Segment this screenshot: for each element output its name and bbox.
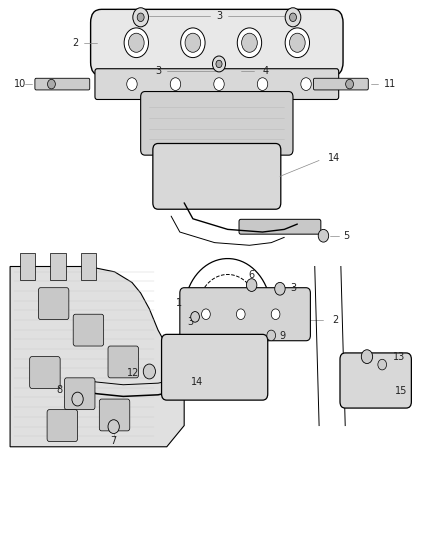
FancyBboxPatch shape xyxy=(91,10,343,76)
Circle shape xyxy=(318,229,328,242)
Circle shape xyxy=(237,28,261,58)
FancyBboxPatch shape xyxy=(141,92,293,155)
Circle shape xyxy=(47,79,55,89)
FancyBboxPatch shape xyxy=(47,410,78,441)
Circle shape xyxy=(378,359,387,370)
Polygon shape xyxy=(10,266,184,447)
Circle shape xyxy=(124,28,148,58)
Text: 1: 1 xyxy=(176,297,182,308)
Circle shape xyxy=(191,312,199,322)
Circle shape xyxy=(242,33,257,52)
Text: 7: 7 xyxy=(110,437,117,447)
FancyBboxPatch shape xyxy=(35,78,90,90)
FancyBboxPatch shape xyxy=(153,143,281,209)
Circle shape xyxy=(301,78,311,91)
Text: 2: 2 xyxy=(72,38,78,48)
Circle shape xyxy=(257,78,268,91)
FancyBboxPatch shape xyxy=(30,357,60,389)
Circle shape xyxy=(185,33,201,52)
Circle shape xyxy=(216,60,222,68)
Circle shape xyxy=(127,78,137,91)
Circle shape xyxy=(285,8,301,27)
Circle shape xyxy=(290,13,297,21)
Text: 14: 14 xyxy=(191,376,203,386)
Text: 3: 3 xyxy=(155,67,161,76)
Circle shape xyxy=(237,309,245,319)
FancyBboxPatch shape xyxy=(39,288,69,319)
FancyBboxPatch shape xyxy=(95,69,339,100)
Circle shape xyxy=(170,78,181,91)
Circle shape xyxy=(137,13,144,21)
Text: 2: 2 xyxy=(332,314,339,325)
FancyBboxPatch shape xyxy=(108,346,138,378)
FancyBboxPatch shape xyxy=(81,253,96,280)
Circle shape xyxy=(201,309,210,319)
Circle shape xyxy=(214,78,224,91)
Text: 6: 6 xyxy=(249,270,255,280)
Circle shape xyxy=(267,330,276,341)
Circle shape xyxy=(212,56,226,72)
FancyBboxPatch shape xyxy=(99,399,130,431)
Text: 11: 11 xyxy=(385,79,397,89)
Circle shape xyxy=(181,28,205,58)
Circle shape xyxy=(285,28,310,58)
Text: 3: 3 xyxy=(291,282,297,293)
Circle shape xyxy=(108,419,119,433)
Circle shape xyxy=(247,279,257,292)
FancyBboxPatch shape xyxy=(180,288,311,341)
Circle shape xyxy=(275,282,285,295)
FancyBboxPatch shape xyxy=(73,314,104,346)
Circle shape xyxy=(290,33,305,52)
Circle shape xyxy=(346,79,353,89)
Text: 3: 3 xyxy=(187,317,194,327)
Text: 13: 13 xyxy=(393,352,405,361)
Text: 10: 10 xyxy=(14,79,26,89)
Circle shape xyxy=(143,364,155,379)
FancyBboxPatch shape xyxy=(64,378,95,410)
Circle shape xyxy=(72,392,83,406)
Text: 9: 9 xyxy=(279,332,285,342)
FancyBboxPatch shape xyxy=(20,253,35,280)
Text: 12: 12 xyxy=(127,368,140,377)
Text: 5: 5 xyxy=(343,231,349,241)
FancyBboxPatch shape xyxy=(314,78,368,90)
Text: 15: 15 xyxy=(395,386,408,396)
Circle shape xyxy=(128,33,144,52)
Circle shape xyxy=(133,8,148,27)
FancyBboxPatch shape xyxy=(239,219,321,234)
Text: 8: 8 xyxy=(56,384,62,394)
FancyBboxPatch shape xyxy=(340,353,411,408)
Circle shape xyxy=(361,350,373,364)
FancyBboxPatch shape xyxy=(162,334,268,400)
Circle shape xyxy=(271,309,280,319)
Text: 3: 3 xyxy=(216,11,222,21)
Text: 4: 4 xyxy=(262,67,268,76)
FancyBboxPatch shape xyxy=(50,253,66,280)
Text: 14: 14 xyxy=(328,153,340,163)
